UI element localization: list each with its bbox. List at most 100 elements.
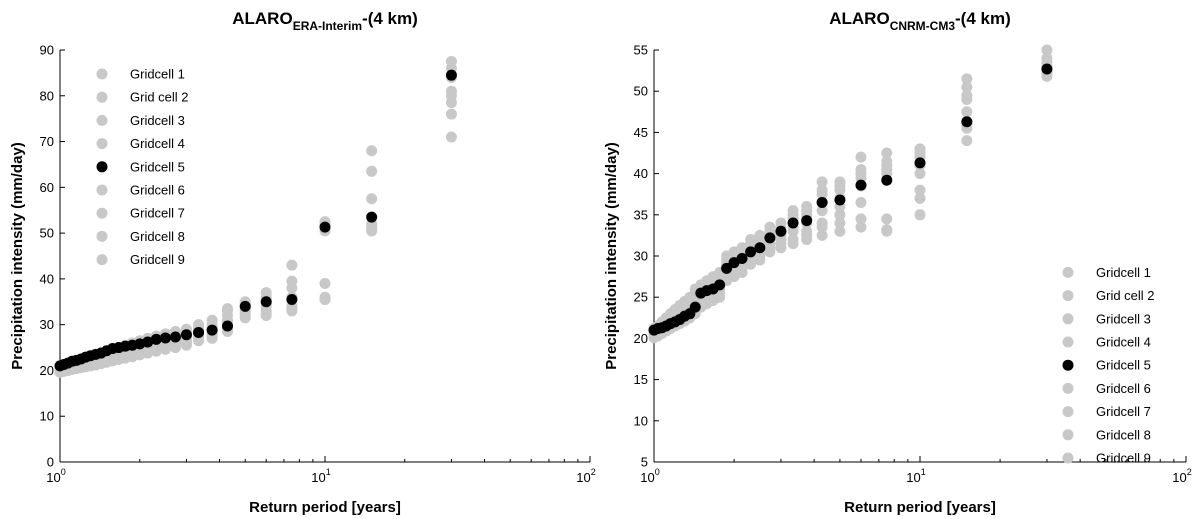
data-point [206, 332, 218, 344]
legend-marker [1062, 452, 1074, 464]
data-point [834, 209, 846, 221]
legend-marker [96, 230, 108, 242]
data-point [764, 232, 776, 244]
data-point [648, 324, 660, 336]
legend-label: Gridcell 7 [130, 206, 185, 221]
title-suffix: -(4 km) [362, 9, 418, 28]
legend-marker [1062, 266, 1074, 278]
y-tick-label: 25 [634, 290, 648, 305]
data-point [816, 221, 828, 233]
data-point [1041, 44, 1053, 56]
data-point [366, 193, 378, 205]
data-point [801, 234, 813, 246]
data-point [881, 163, 893, 175]
data-point [961, 106, 973, 118]
x-tick-base: 10 [46, 470, 60, 485]
data-point [180, 329, 192, 341]
data-point [445, 69, 457, 81]
legend-marker [1062, 429, 1074, 441]
data-point [855, 151, 867, 163]
data-point [801, 215, 813, 227]
data-point [193, 326, 205, 338]
data-point [721, 262, 733, 274]
x-axis-label: Return period [years] [844, 499, 996, 516]
legend-label: Grid cell 2 [130, 90, 189, 105]
data-point [239, 312, 251, 324]
legend-label: Gridcell 4 [1096, 335, 1151, 350]
data-point [445, 131, 457, 143]
data-point [914, 209, 926, 221]
legend-label: Gridcell 5 [1096, 358, 1151, 373]
x-tick-exponent: 0 [655, 467, 660, 477]
x-axis-label: Return period [years] [249, 499, 401, 516]
data-point [816, 188, 828, 200]
y-axis-label: Precipitation intensity (mm/day) [603, 142, 620, 370]
data-point [260, 310, 272, 322]
data-point [1041, 63, 1053, 75]
y-tick-label: 70 [40, 134, 54, 149]
data-point [855, 179, 867, 191]
x-tick-exponent: 1 [921, 467, 926, 477]
legend-marker [1062, 382, 1074, 394]
legend-label: Grid cell 2 [1096, 288, 1155, 303]
y-tick-label: 20 [634, 331, 648, 346]
x-tick-base: 10 [1172, 470, 1186, 485]
data-point [319, 293, 331, 305]
x-tick-base: 10 [640, 470, 654, 485]
legend-marker [1062, 313, 1074, 325]
legend-label: Gridcell 6 [130, 183, 185, 198]
legend-label: Gridcell 8 [130, 229, 185, 244]
data-point [366, 165, 378, 177]
y-tick-label: 60 [40, 180, 54, 195]
data-point [754, 254, 766, 266]
legend-marker [96, 114, 108, 126]
data-point [881, 213, 893, 225]
y-tick-label: 5 [641, 455, 648, 470]
data-point [319, 221, 331, 233]
x-tick-label: 100 [46, 467, 65, 485]
data-point [54, 360, 66, 372]
data-point [914, 168, 926, 180]
chart-title: ALAROERA-Interim-(4 km) [232, 9, 418, 33]
data-point [961, 73, 973, 85]
data-point [286, 282, 298, 294]
chart-panel: ALAROCNRM-CM3-(4 km) Return period [years… [603, 9, 1192, 516]
legend-marker [96, 207, 108, 219]
y-tick-label: 35 [634, 207, 648, 222]
data-point [881, 174, 893, 186]
data-point [775, 225, 787, 237]
data-point [728, 257, 740, 269]
data-point [159, 343, 171, 355]
y-tick-label: 40 [40, 271, 54, 286]
x-tick-base: 10 [906, 470, 920, 485]
chart-panel: ALAROERA-Interim-(4 km) Return period [ye… [9, 9, 596, 516]
title-suffix: -(4 km) [955, 9, 1011, 28]
data-point [745, 258, 757, 270]
data-point [150, 345, 162, 357]
data-point [366, 211, 378, 223]
legend-label: Gridcell 7 [1096, 404, 1151, 419]
chart-title: ALAROCNRM-CM3-(4 km) [829, 9, 1011, 33]
data-point [816, 229, 828, 241]
data-point [834, 184, 846, 196]
data-point [787, 217, 799, 229]
data-point [855, 196, 867, 208]
legend-marker [96, 138, 108, 150]
data-point [159, 332, 171, 344]
data-point [834, 225, 846, 237]
x-tick-exponent: 2 [1187, 467, 1192, 477]
data-point [855, 221, 867, 233]
y-tick-label: 30 [634, 249, 648, 264]
legend-label: Gridcell 1 [130, 67, 185, 82]
data-point [855, 213, 867, 225]
legend-marker [96, 91, 108, 103]
data-point [914, 184, 926, 196]
data-point [695, 287, 707, 299]
legend-marker [96, 254, 108, 266]
data-point [169, 342, 181, 354]
data-point [961, 93, 973, 105]
data-point [319, 277, 331, 289]
x-tick-label: 101 [311, 467, 330, 485]
x-tick-exponent: 1 [326, 467, 331, 477]
y-tick-label: 90 [40, 43, 54, 58]
